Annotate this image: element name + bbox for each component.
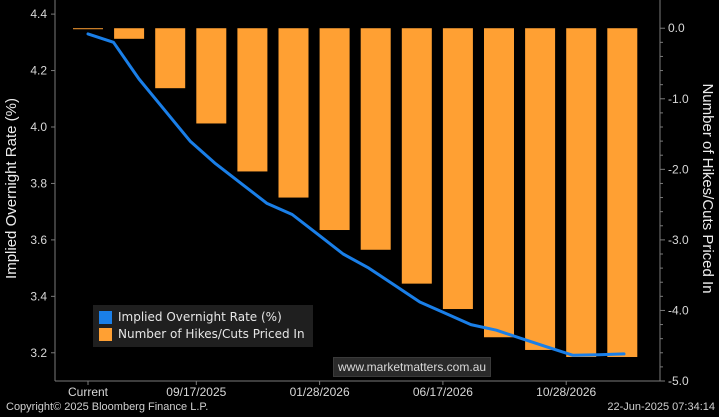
legend-item-hikes: Number of Hikes/Cuts Priced In — [99, 326, 305, 342]
left-tick-label: 3.2 — [30, 346, 47, 360]
right-tick-label: -3.0 — [668, 233, 689, 247]
bar — [525, 28, 556, 350]
bar — [196, 28, 227, 124]
left-tick-label: 3.8 — [30, 176, 47, 190]
bar — [73, 28, 103, 30]
bar — [401, 28, 432, 284]
footer-copyright: Copyright© 2025 Bloomberg Finance L.P. — [6, 401, 209, 413]
bar — [237, 28, 268, 172]
legend-swatch-rate — [99, 310, 112, 324]
legend-label-rate: Implied Overnight Rate (%) — [118, 310, 282, 324]
rate-line — [86, 32, 626, 357]
left-axis-title: Implied Overnight Rate (%) — [3, 98, 20, 279]
bar — [319, 28, 350, 231]
x-tick-label: 10/28/2026 — [536, 385, 596, 399]
legend-swatch-hikes — [99, 327, 112, 341]
bar — [566, 28, 597, 358]
left-tick-label: 4.4 — [30, 7, 47, 21]
bar — [484, 28, 514, 338]
bar — [114, 28, 145, 39]
footer-timestamp: 22-Jun-2025 07:34:14 — [607, 401, 715, 413]
legend: Implied Overnight Rate (%) Number of Hik… — [93, 305, 313, 347]
x-tick-label: 09/17/2025 — [166, 385, 226, 399]
bar — [607, 28, 638, 358]
x-tick-label: 01/28/2026 — [290, 385, 350, 399]
legend-item-rate: Implied Overnight Rate (%) — [99, 309, 282, 325]
bar — [155, 28, 186, 89]
left-tick-label: 3.6 — [30, 233, 47, 247]
right-tick-label: -4.0 — [668, 303, 689, 317]
left-tick-label: 4.2 — [30, 64, 47, 78]
left-tick-label: 3.4 — [30, 289, 47, 303]
legend-label-hikes: Number of Hikes/Cuts Priced In — [118, 327, 305, 341]
bar — [360, 28, 391, 250]
bar — [278, 28, 309, 198]
bar — [442, 28, 473, 310]
right-axis-title: Number of Hikes/Cuts Priced In — [699, 83, 716, 293]
right-tick-label: -5.0 — [668, 374, 689, 388]
x-tick-label: Current — [68, 385, 109, 399]
right-tick-label: 0.0 — [668, 21, 685, 35]
right-tick-label: -1.0 — [668, 92, 689, 106]
right-tick-label: -2.0 — [668, 162, 689, 176]
watermark: www.marketmatters.com.au — [333, 357, 492, 377]
left-tick-label: 4.0 — [30, 120, 47, 134]
x-tick-label: 06/17/2026 — [413, 385, 473, 399]
